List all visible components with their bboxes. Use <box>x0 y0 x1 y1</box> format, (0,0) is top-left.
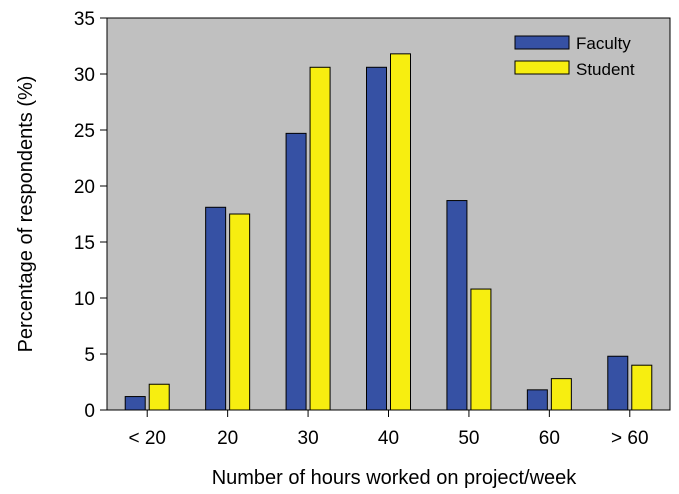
bars-group <box>124 53 653 411</box>
y-tick-label-20: 20 <box>74 177 95 198</box>
bar-faculty-40 <box>366 66 387 411</box>
legend-label-student: Student <box>576 60 635 79</box>
legend-swatch-student <box>514 60 570 75</box>
y-tick-label-25: 25 <box>74 121 95 142</box>
y-axis-title: Percentage of respondents (%) <box>15 76 37 353</box>
x-tick-label-60: > 60 <box>611 428 649 449</box>
bar-student-30 <box>309 66 331 411</box>
bar-faculty-20 <box>205 206 227 411</box>
x-tick-label-30: 30 <box>298 428 319 449</box>
x-axis: < 20 20 30 40 50 60 > 60 <box>128 410 649 449</box>
y-tick-label-0: 0 <box>84 401 95 422</box>
bar-student-60 <box>631 364 653 411</box>
legend-label-faculty: Faculty <box>576 34 631 53</box>
y-tick-label-35: 35 <box>74 9 95 30</box>
x-tick-label-60: 60 <box>539 428 560 449</box>
bar-faculty-20 <box>124 396 146 411</box>
bar-student-60 <box>550 378 572 411</box>
legend-swatch-faculty <box>514 35 570 50</box>
x-tick-label-20: < 20 <box>128 428 166 449</box>
bar-student-40 <box>390 53 411 411</box>
plot-area <box>107 18 670 410</box>
y-tick-label-10: 10 <box>74 289 95 310</box>
y-axis: 0 5 10 15 20 25 30 35 <box>74 9 107 422</box>
y-tick-label-30: 30 <box>74 65 95 86</box>
x-tick-label-40: 40 <box>378 428 399 449</box>
bar-faculty-60 <box>526 389 548 411</box>
legend: Faculty Student <box>514 34 635 79</box>
y-tick-label-15: 15 <box>74 233 95 254</box>
bar-faculty-30 <box>285 132 307 411</box>
bar-student-20 <box>148 383 170 411</box>
x-axis-title: Number of hours worked on project/week <box>212 467 578 489</box>
x-tick-label-50: 50 <box>458 428 479 449</box>
bar-student-50 <box>470 288 492 411</box>
bar-faculty-60 <box>607 355 629 411</box>
bar-student-20 <box>229 213 251 411</box>
x-tick-label-20: 20 <box>217 428 238 449</box>
y-tick-label-5: 5 <box>84 345 95 366</box>
bar-faculty-50 <box>446 200 468 411</box>
